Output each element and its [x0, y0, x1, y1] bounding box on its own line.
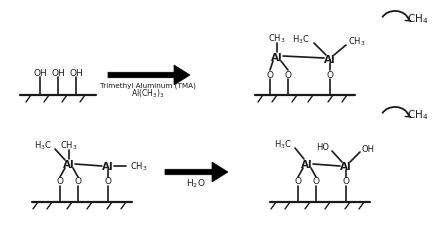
Text: Al: Al: [340, 161, 352, 171]
Text: O: O: [74, 177, 81, 186]
Polygon shape: [108, 66, 190, 86]
Text: CH$_4$: CH$_4$: [407, 108, 428, 122]
Text: O: O: [285, 70, 291, 79]
Text: H$_3$C: H$_3$C: [292, 34, 310, 46]
Text: OH: OH: [51, 69, 65, 78]
Text: Al: Al: [324, 55, 336, 65]
Text: O: O: [267, 70, 274, 79]
Text: Al: Al: [271, 53, 283, 63]
Text: Al(CH$_3$)$_3$: Al(CH$_3$)$_3$: [132, 88, 165, 100]
Text: CH$_3$: CH$_3$: [60, 139, 78, 152]
Text: HO: HO: [316, 143, 329, 152]
Text: H$_3$C: H$_3$C: [34, 139, 52, 152]
Text: OH: OH: [362, 144, 375, 153]
Text: O: O: [326, 70, 334, 79]
Text: Al: Al: [301, 159, 313, 169]
Text: CH$_3$: CH$_3$: [348, 36, 366, 48]
Text: O: O: [342, 177, 349, 186]
Text: CH$_3$: CH$_3$: [268, 32, 286, 45]
Text: Al: Al: [63, 159, 75, 169]
Text: O: O: [294, 177, 301, 186]
Polygon shape: [165, 162, 228, 182]
Text: OH: OH: [33, 69, 47, 78]
Text: H$_3$C: H$_3$C: [274, 138, 292, 151]
Text: O: O: [56, 177, 63, 186]
Text: Al: Al: [102, 161, 114, 171]
Text: O: O: [105, 177, 111, 186]
Text: OH: OH: [69, 69, 83, 78]
Text: H$_2$O: H$_2$O: [186, 177, 206, 190]
Text: O: O: [312, 177, 319, 186]
Text: CH$_4$: CH$_4$: [407, 12, 428, 26]
Text: CH$_3$: CH$_3$: [130, 160, 147, 172]
Text: Trimethyl Aluminum (TMA): Trimethyl Aluminum (TMA): [100, 82, 196, 89]
